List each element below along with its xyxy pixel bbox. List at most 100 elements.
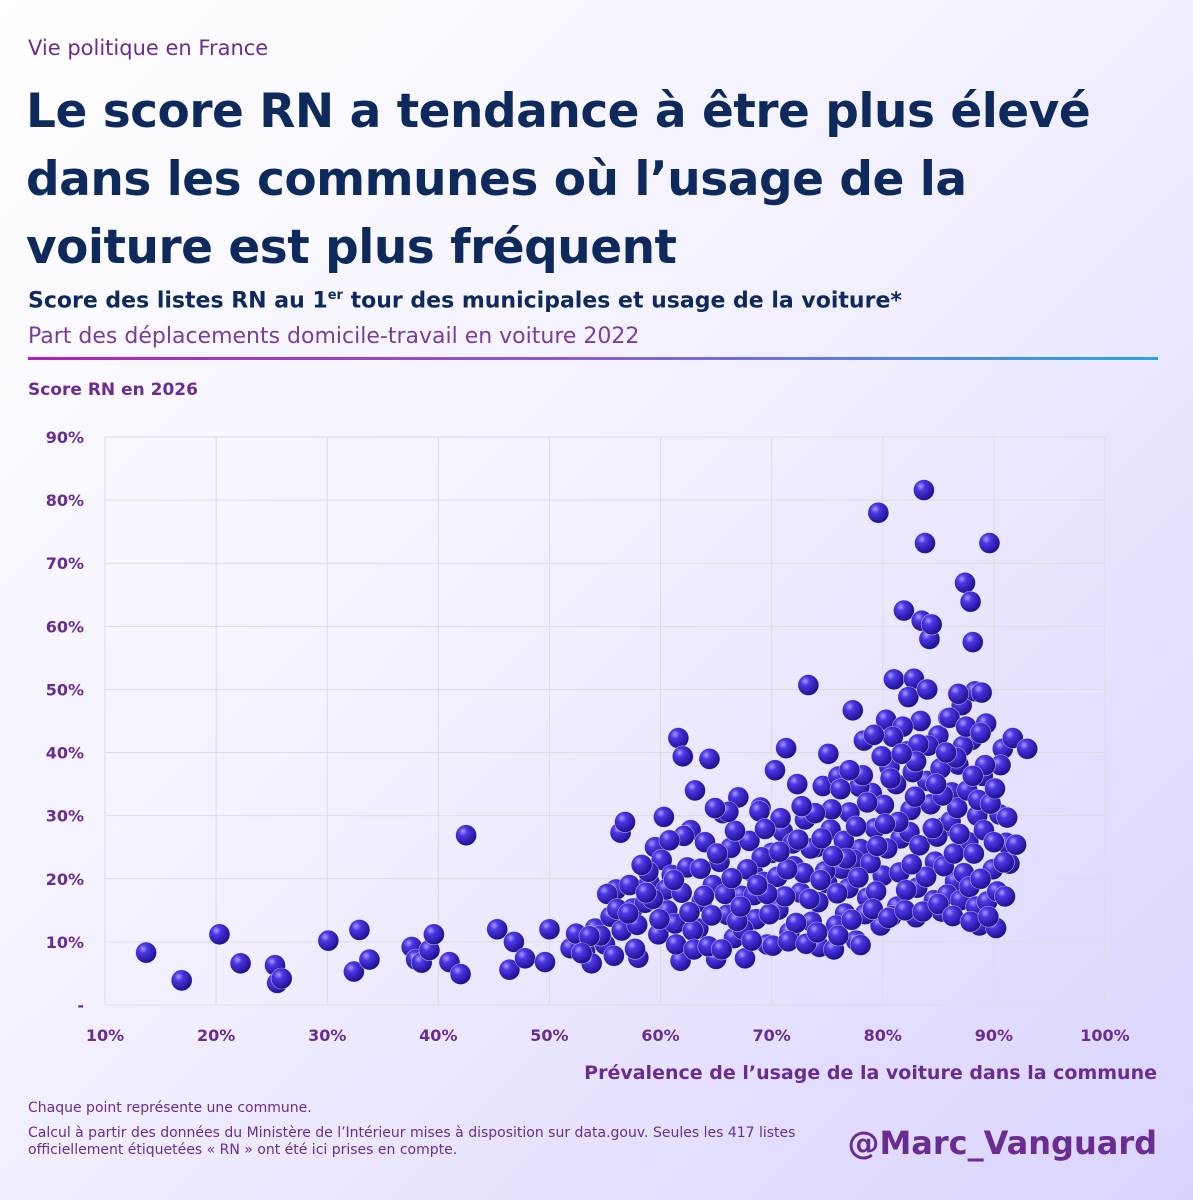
data-point: [648, 908, 671, 930]
data-point: [689, 857, 712, 880]
y-axis-label: Score RN en 2026: [28, 380, 198, 400]
x-tick-label: 100%: [1080, 1026, 1129, 1045]
data-point: [895, 879, 917, 901]
data-point: [863, 724, 885, 746]
data-point: [208, 923, 231, 946]
data-point: [925, 773, 947, 795]
data-point: [845, 815, 867, 838]
subtitle-part-1: Score des listes RN au 1: [28, 288, 328, 314]
data-point: [720, 867, 743, 889]
data-point: [959, 590, 982, 613]
data-point: [961, 631, 984, 653]
data-point: [883, 668, 905, 691]
data-point: [935, 741, 957, 764]
y-tick-label: 40%: [46, 744, 84, 763]
data-point: [821, 845, 844, 867]
data-point: [867, 501, 890, 524]
data-point: [810, 827, 833, 850]
data-point: [663, 869, 685, 891]
data-point: [704, 797, 726, 819]
data-point: [1016, 737, 1039, 760]
data-point: [904, 785, 926, 808]
data-point: [915, 866, 937, 888]
chart-subtitle: Score des listes RN au 1er tour des muni…: [28, 288, 902, 313]
data-point: [947, 683, 970, 705]
data-point: [630, 854, 653, 876]
data-point: [798, 888, 821, 910]
data-point: [970, 681, 993, 704]
subtitle-sup: er: [327, 288, 343, 303]
data-point: [270, 967, 293, 990]
y-tick-label: 10%: [46, 933, 84, 952]
x-tick-label: 50%: [530, 1026, 568, 1045]
data-point: [348, 919, 371, 941]
data-point: [969, 722, 992, 744]
data-point: [948, 823, 971, 845]
data-points: [135, 479, 1039, 994]
data-point: [865, 880, 887, 903]
data-point: [866, 835, 889, 857]
y-tick-label: 50%: [46, 680, 84, 699]
x-tick-label: 30%: [308, 1026, 346, 1045]
data-point: [785, 912, 807, 934]
data-point: [769, 807, 792, 829]
data-point: [1005, 833, 1027, 856]
x-tick-label: 60%: [641, 1026, 679, 1045]
data-point: [969, 867, 992, 890]
data-point: [827, 924, 850, 947]
data-point: [746, 874, 769, 896]
y-tick-label: 30%: [46, 807, 84, 826]
data-point: [667, 727, 690, 749]
data-point: [658, 829, 681, 852]
data-point: [790, 795, 813, 818]
data-point: [900, 853, 923, 876]
data-point: [343, 960, 365, 983]
data-point: [740, 929, 763, 952]
data-point: [879, 767, 902, 790]
data-point: [671, 745, 694, 768]
y-tick-label: 20%: [46, 870, 84, 889]
data-point: [754, 818, 776, 840]
data-point: [996, 806, 1019, 829]
gradient-divider: [28, 357, 1158, 360]
data-point: [317, 929, 340, 952]
data-point: [849, 934, 872, 956]
data-point: [693, 885, 715, 907]
data-point: [913, 479, 935, 501]
data-point: [710, 938, 733, 961]
data-point: [775, 737, 797, 759]
data-point: [514, 947, 536, 970]
data-point: [890, 743, 913, 765]
data-point: [838, 759, 861, 782]
data-point: [786, 773, 809, 795]
x-tick-label: 80%: [864, 1026, 902, 1045]
data-point: [914, 532, 936, 554]
data-point: [635, 881, 657, 904]
data-point: [829, 778, 852, 800]
x-tick-label: 40%: [419, 1026, 457, 1045]
data-point: [758, 903, 781, 925]
data-point: [503, 931, 525, 953]
data-point: [963, 842, 985, 865]
data-point: [486, 918, 509, 941]
data-point: [840, 908, 863, 931]
data-point: [847, 866, 870, 889]
data-point: [170, 969, 193, 992]
data-point: [893, 599, 915, 622]
data-point: [603, 944, 625, 967]
page-title: Le score RN a tendance à être plus élevé…: [26, 84, 1091, 275]
x-tick-label: 70%: [753, 1026, 791, 1045]
data-point: [954, 571, 976, 594]
data-point: [943, 842, 965, 865]
subtitle-part-2: tour des municipales et usage de la voit…: [342, 288, 902, 314]
data-point: [700, 904, 723, 927]
data-point: [570, 942, 593, 965]
data-point: [498, 958, 521, 981]
data-point: [534, 951, 556, 973]
footnote-source: Calcul à partir des données du Ministère…: [28, 1125, 796, 1158]
author-handle: @Marc_Vanguard: [847, 1124, 1157, 1162]
data-point: [449, 963, 472, 985]
data-point: [809, 869, 832, 891]
x-tick-label: 20%: [197, 1026, 235, 1045]
data-point: [678, 901, 701, 924]
